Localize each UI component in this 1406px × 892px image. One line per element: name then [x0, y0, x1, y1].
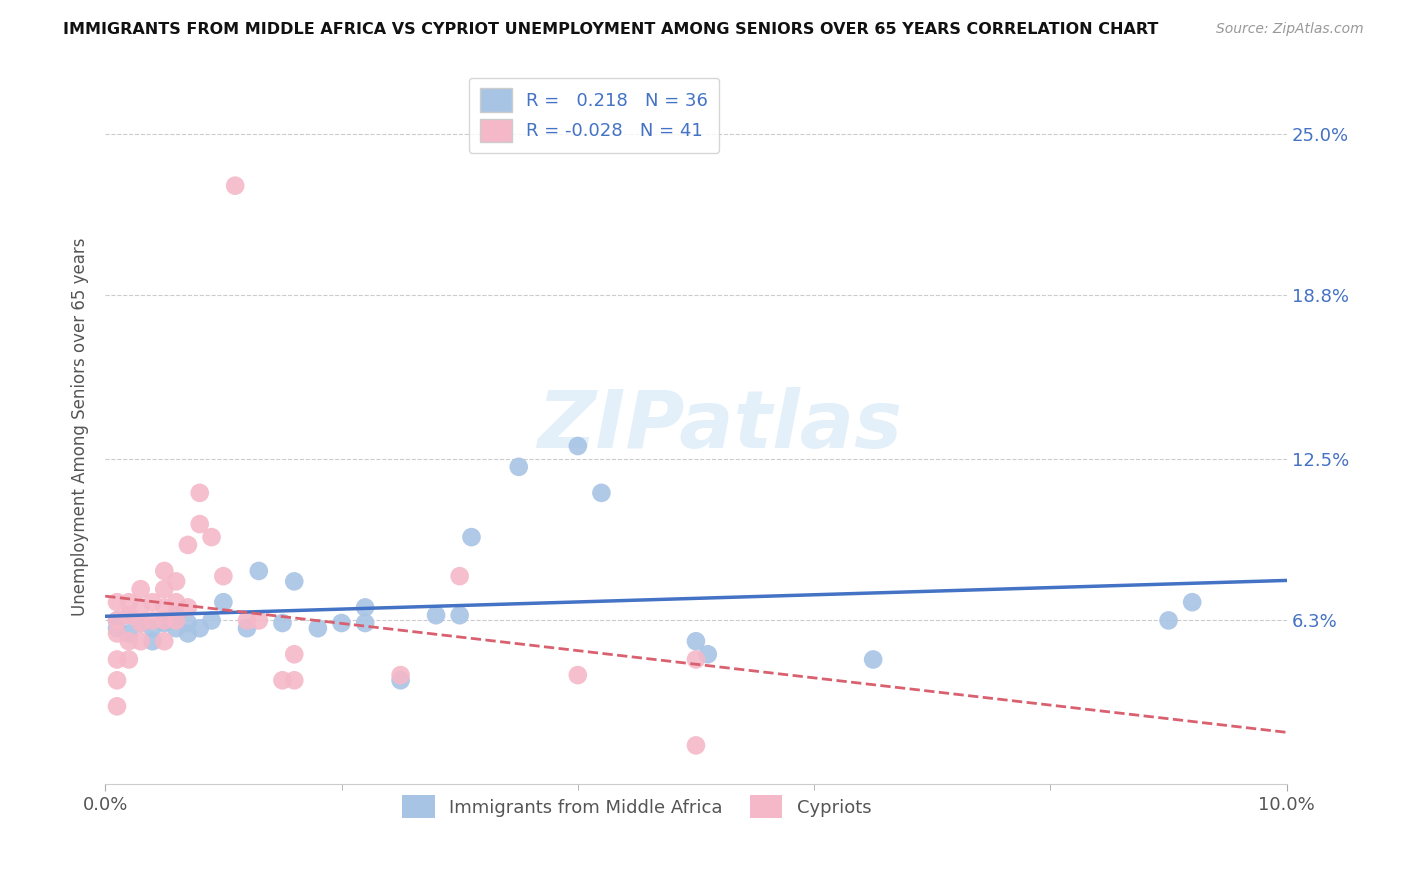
Point: [153, 582, 176, 597]
Point: [153, 614, 176, 628]
Point: [685, 739, 707, 753]
Point: [141, 614, 163, 628]
Point: [118, 652, 141, 666]
Point: [271, 673, 294, 688]
Point: [862, 652, 884, 666]
Point: [236, 621, 259, 635]
Point: [567, 439, 589, 453]
Point: [105, 652, 128, 666]
Point: [153, 634, 176, 648]
Point: [105, 673, 128, 688]
Point: [129, 615, 152, 630]
Point: [247, 564, 270, 578]
Point: [105, 699, 128, 714]
Point: [118, 626, 141, 640]
Point: [425, 608, 447, 623]
Point: [105, 614, 128, 628]
Point: [105, 595, 128, 609]
Point: [354, 615, 377, 630]
Point: [141, 595, 163, 609]
Point: [283, 647, 305, 661]
Point: [460, 530, 482, 544]
Point: [129, 634, 152, 648]
Text: IMMIGRANTS FROM MIDDLE AFRICA VS CYPRIOT UNEMPLOYMENT AMONG SENIORS OVER 65 YEAR: IMMIGRANTS FROM MIDDLE AFRICA VS CYPRIOT…: [63, 22, 1159, 37]
Point: [1181, 595, 1204, 609]
Point: [508, 459, 530, 474]
Point: [141, 634, 163, 648]
Point: [591, 486, 613, 500]
Point: [283, 574, 305, 589]
Point: [696, 647, 718, 661]
Point: [188, 517, 211, 532]
Point: [212, 595, 235, 609]
Point: [105, 621, 128, 635]
Point: [118, 634, 141, 648]
Point: [685, 652, 707, 666]
Point: [177, 600, 200, 615]
Point: [153, 600, 176, 615]
Point: [177, 615, 200, 630]
Point: [283, 673, 305, 688]
Point: [105, 614, 128, 628]
Point: [129, 600, 152, 615]
Point: [165, 608, 187, 623]
Point: [118, 608, 141, 623]
Point: [389, 668, 412, 682]
Y-axis label: Unemployment Among Seniors over 65 years: Unemployment Among Seniors over 65 years: [72, 237, 89, 615]
Point: [307, 621, 329, 635]
Point: [224, 178, 246, 193]
Point: [212, 569, 235, 583]
Point: [165, 574, 187, 589]
Legend: Immigrants from Middle Africa, Cypriots: Immigrants from Middle Africa, Cypriots: [395, 788, 879, 825]
Point: [141, 621, 163, 635]
Point: [685, 634, 707, 648]
Point: [153, 615, 176, 630]
Point: [200, 614, 222, 628]
Point: [449, 569, 471, 583]
Point: [200, 530, 222, 544]
Point: [177, 626, 200, 640]
Point: [177, 538, 200, 552]
Point: [389, 673, 412, 688]
Point: [129, 615, 152, 630]
Point: [567, 668, 589, 682]
Text: ZIPatlas: ZIPatlas: [537, 387, 903, 466]
Text: Source: ZipAtlas.com: Source: ZipAtlas.com: [1216, 22, 1364, 37]
Point: [153, 614, 176, 628]
Point: [330, 615, 353, 630]
Point: [165, 595, 187, 609]
Point: [188, 621, 211, 635]
Point: [118, 595, 141, 609]
Point: [236, 614, 259, 628]
Point: [271, 615, 294, 630]
Point: [105, 626, 128, 640]
Point: [118, 608, 141, 623]
Point: [188, 486, 211, 500]
Point: [129, 582, 152, 597]
Point: [153, 564, 176, 578]
Point: [165, 621, 187, 635]
Point: [247, 614, 270, 628]
Point: [1157, 614, 1180, 628]
Point: [354, 600, 377, 615]
Point: [165, 614, 187, 628]
Point: [449, 608, 471, 623]
